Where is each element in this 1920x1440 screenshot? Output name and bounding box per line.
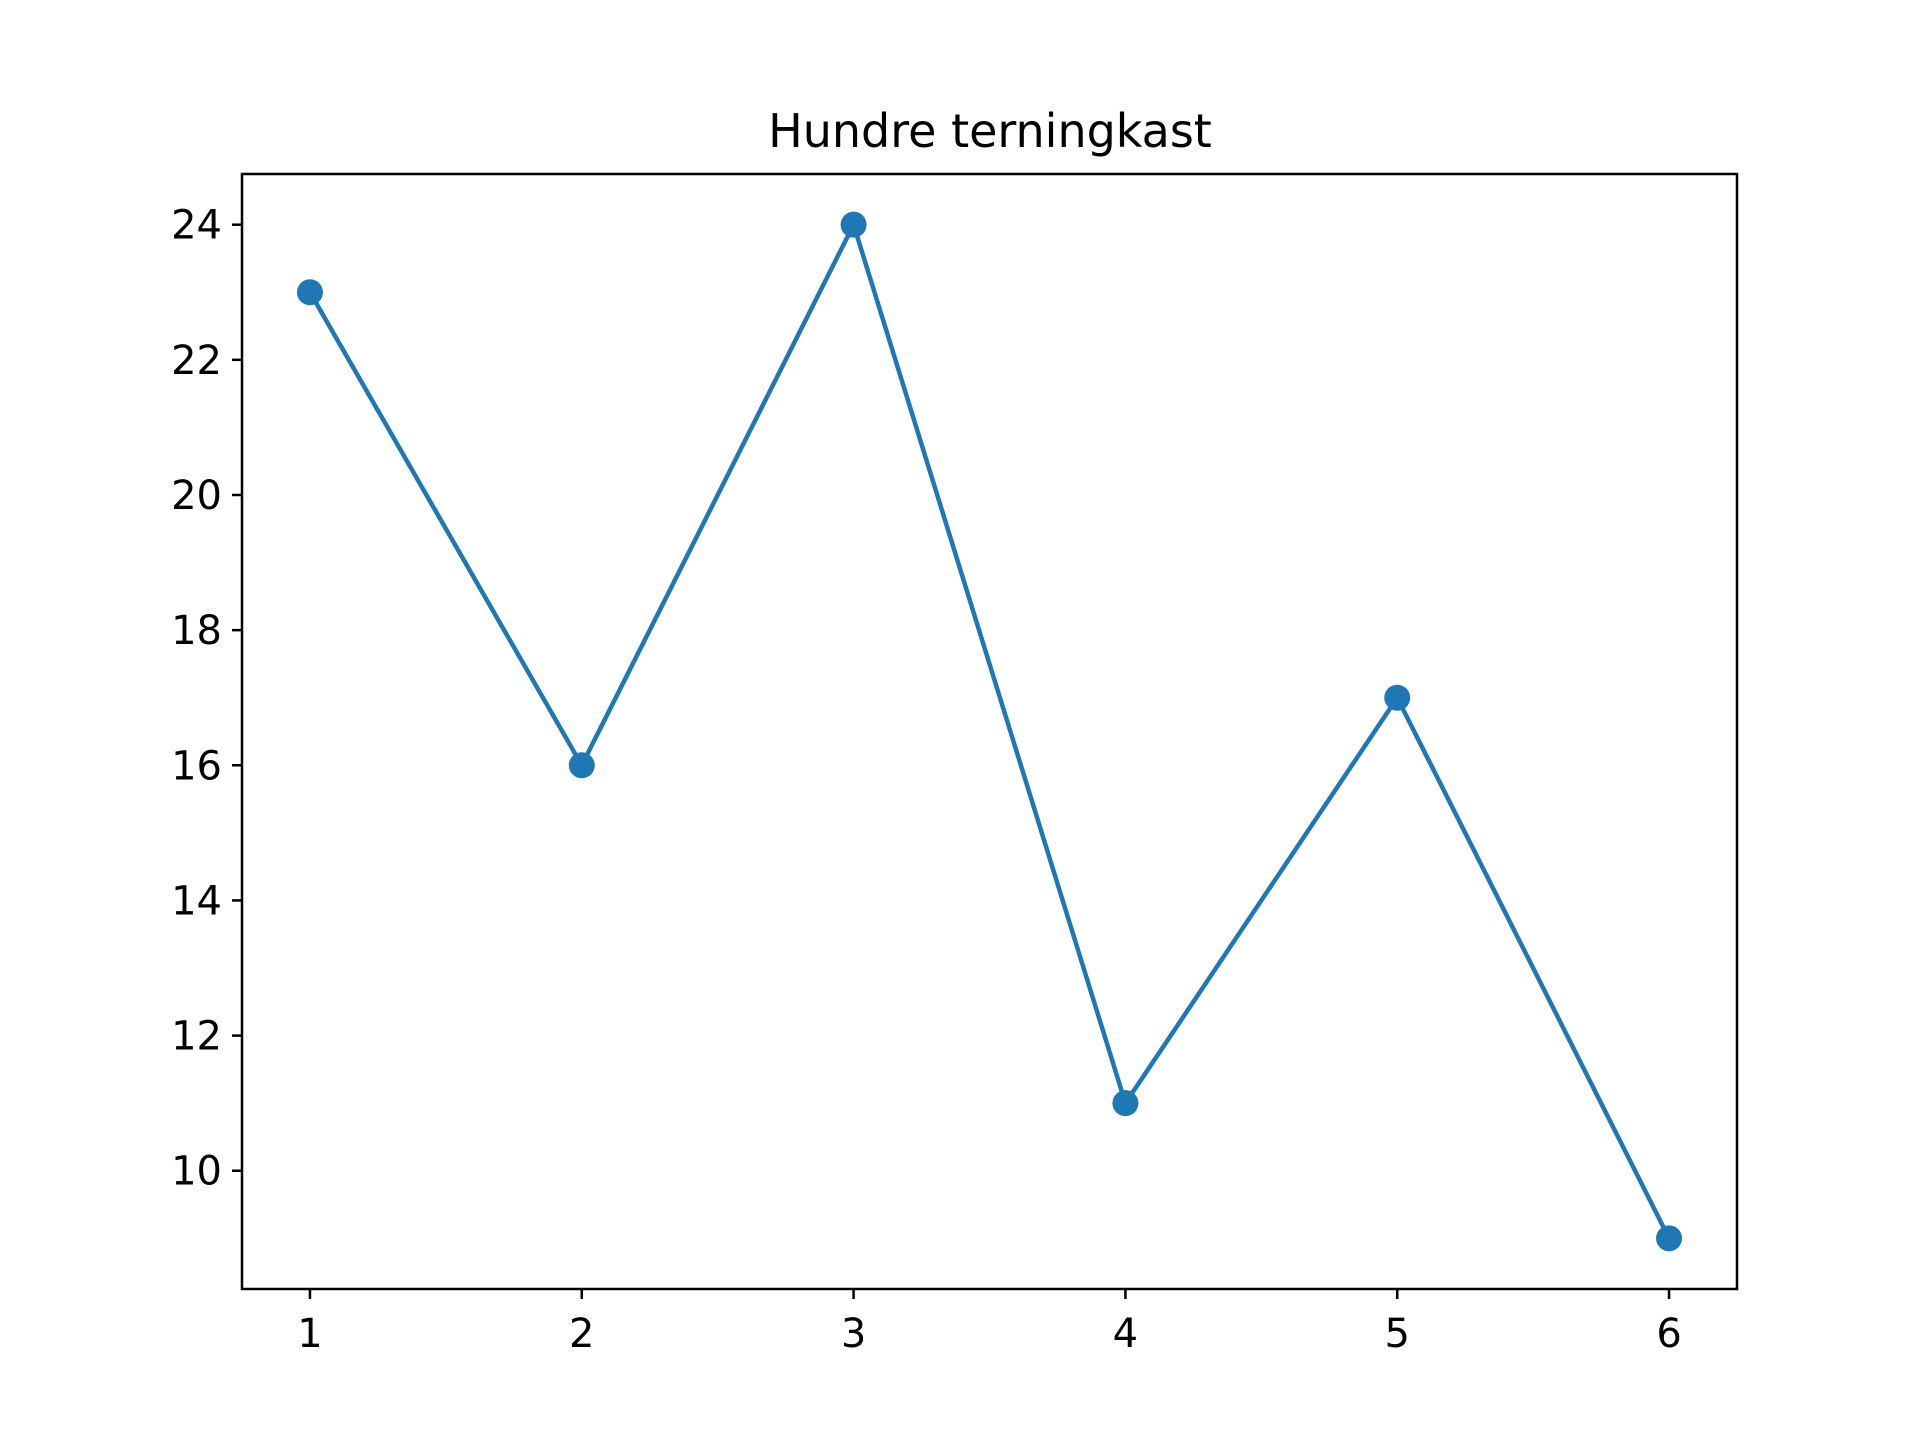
data-point — [568, 752, 595, 779]
y-tick-label: 14 — [171, 878, 222, 924]
data-point — [1112, 1090, 1139, 1117]
data-point — [1656, 1225, 1683, 1252]
data-point — [840, 211, 867, 238]
y-tick-label: 22 — [171, 338, 222, 384]
data-point — [1384, 684, 1411, 711]
data-point — [296, 279, 323, 306]
plot-frame — [240, 172, 1739, 1291]
x-tick-label: 1 — [297, 1311, 322, 1357]
y-tick-label: 20 — [171, 473, 222, 519]
y-tick-label: 12 — [171, 1014, 222, 1060]
x-tick-label: 4 — [1113, 1311, 1138, 1357]
y-tick-label: 10 — [171, 1149, 222, 1195]
y-tick-label: 18 — [171, 608, 222, 654]
y-axis: 10 12 14 16 18 20 22 24 — [171, 203, 242, 1195]
series-line — [308, 222, 1672, 1240]
y-tick-label: 24 — [171, 203, 222, 249]
x-tick-label: 5 — [1385, 1311, 1410, 1357]
x-tick-label: 6 — [1656, 1311, 1681, 1357]
x-axis: 1 2 3 4 5 6 — [297, 1289, 1682, 1357]
x-tick-label: 3 — [841, 1311, 866, 1357]
x-tick-label: 2 — [569, 1311, 594, 1357]
series-layer — [296, 211, 1683, 1252]
chart-title: Hundre terningkast — [768, 104, 1212, 158]
y-tick-label: 16 — [171, 743, 222, 789]
